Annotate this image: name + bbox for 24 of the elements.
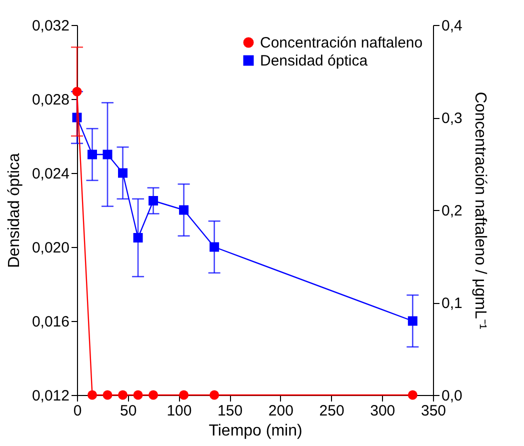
y2-tick-label: 0,1 — [442, 295, 462, 312]
x-tick-label: 100 — [166, 402, 192, 420]
legend-label: Concentración naftaleno — [260, 34, 423, 52]
x-tick-label: 50 — [120, 402, 137, 420]
y-tick-label: 0,016 — [32, 314, 70, 330]
y2-axis-title: Concentración naftaleno / μgmL⁻¹ — [471, 92, 488, 330]
y-axis-title: Densidad óptica — [6, 153, 23, 268]
x-tick-label: 350 — [420, 402, 446, 420]
y-tick-label: 0,020 — [32, 240, 70, 256]
y-tick-label: 0,028 — [32, 92, 70, 108]
y-tick-label: 0,012 — [32, 388, 70, 404]
legend-label: Densidad óptica — [260, 52, 368, 70]
y-tick-label: 0,024 — [32, 166, 70, 182]
x-tick-label: 250 — [319, 402, 344, 420]
y2-tick-label: 0,3 — [442, 110, 462, 127]
y-tick-label: 0,032 — [32, 18, 70, 34]
x-tick-label: 0 — [73, 402, 82, 420]
x-tick-label: 150 — [218, 402, 243, 420]
x-tick-label: 200 — [268, 402, 294, 420]
x-tick-label: 300 — [370, 402, 396, 420]
x-axis-title: Tiempo (min) — [208, 422, 302, 440]
y2-tick-label: 0,0 — [442, 388, 462, 404]
y2-tick-label: 0,2 — [442, 202, 462, 220]
y2-tick-label: 0,4 — [442, 18, 462, 34]
